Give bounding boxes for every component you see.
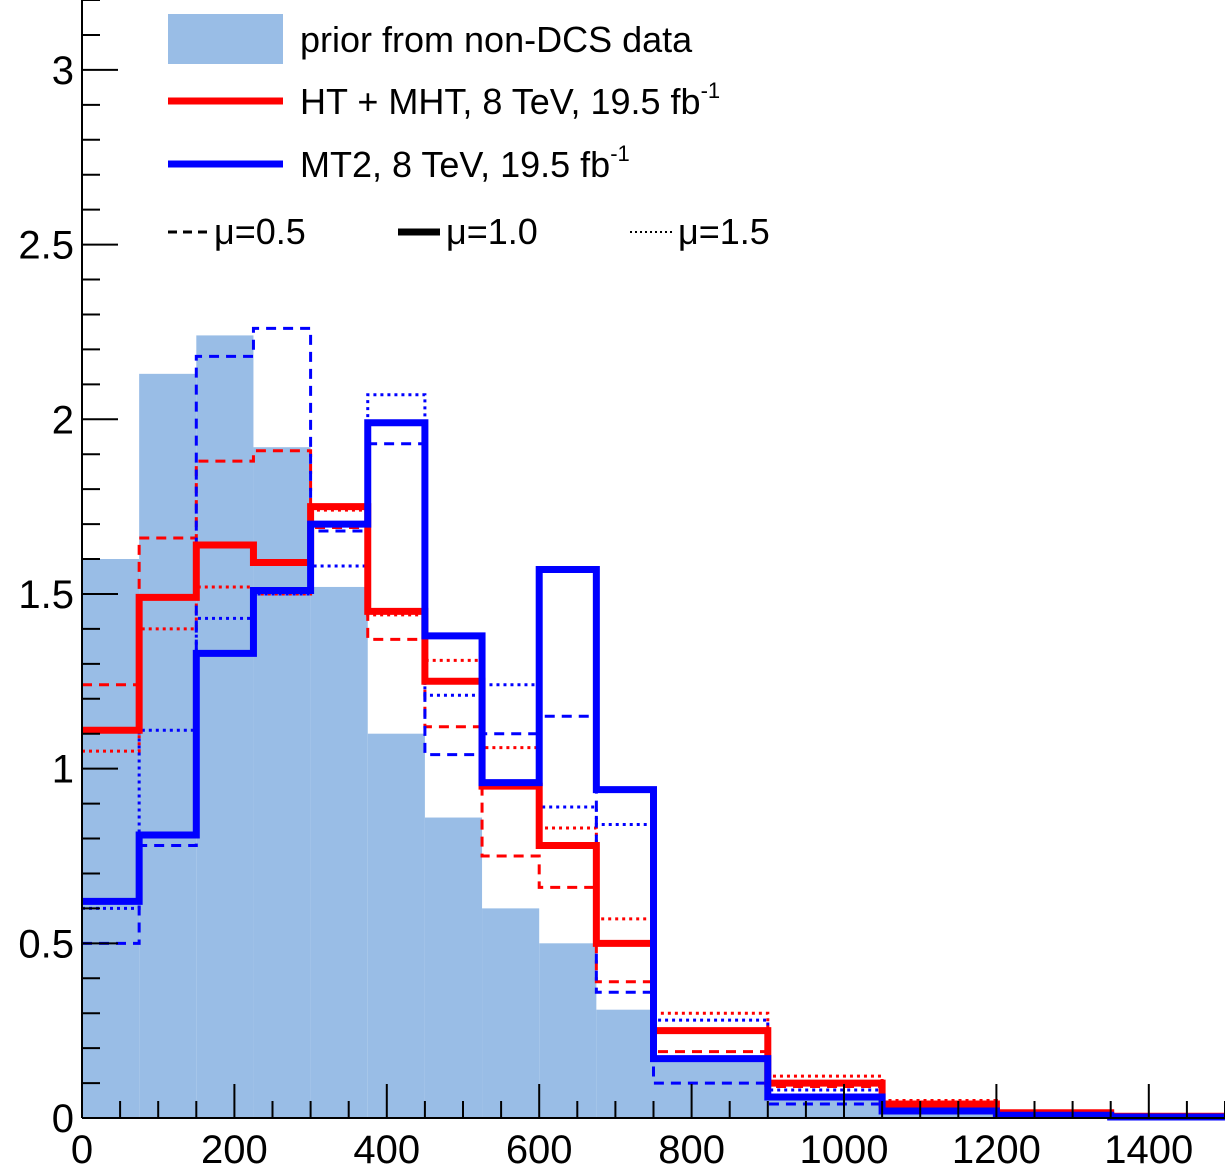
y-tick-label: 2 (52, 398, 74, 442)
prior-bar-1 (139, 373, 197, 1118)
x-tick-label: 1200 (952, 1128, 1041, 1171)
legend-label-red-sup: -1 (701, 78, 721, 103)
prior-bar-2 (196, 335, 254, 1118)
y-tick-label: 1 (52, 748, 74, 792)
x-tick-label: 0 (71, 1128, 93, 1171)
x-tick-label: 1400 (1104, 1128, 1193, 1171)
prior-bar-7 (482, 908, 540, 1118)
prior-bar-8 (539, 943, 597, 1118)
legend-label-red: HT + MHT, 8 TeV, 19.5 fb-1 (300, 78, 720, 122)
series-line-blue-mu-1-5 (82, 393, 1225, 1119)
legend: prior from non-DCS data HT + MHT, 8 TeV,… (168, 14, 770, 252)
legend-label-blue-sup: -1 (610, 141, 630, 166)
legend-label-mu-solid: μ=1.0 (446, 211, 538, 252)
plot-area (82, 326, 1225, 1121)
prior-bar-6 (424, 817, 483, 1118)
legend-label-mu-dotted: μ=1.5 (678, 211, 770, 252)
prior-bar-3 (253, 447, 311, 1118)
prior-bar-11 (767, 1097, 883, 1118)
axes: 0 200 400 600 800 1000 1200 1400 0 0.5 1 1.5 2 2.5 3 (18, 0, 1225, 1171)
x-tick-label: 1000 (800, 1128, 889, 1171)
prior-bar-5 (367, 733, 425, 1118)
x-tick-label: 200 (201, 1128, 268, 1171)
y-tick-label: 3 (52, 49, 74, 93)
legend-label-prior: prior from non-DCS data (300, 19, 693, 60)
series-line-blue-mu-1-0 (82, 419, 1225, 1121)
legend-label-red-text: HT + MHT, 8 TeV, 19.5 fb (300, 81, 701, 122)
prior-bar-9 (596, 1009, 654, 1118)
legend-label-blue-text: MT2, 8 TeV, 19.5 fb (300, 144, 610, 185)
x-tick-label: 600 (506, 1128, 573, 1171)
y-tick-label: 0 (52, 1097, 74, 1141)
x-tick-label: 400 (353, 1128, 420, 1171)
prior-bar-10 (653, 1058, 768, 1118)
legend-swatch-prior (168, 14, 283, 64)
x-tick-label: 800 (658, 1128, 725, 1171)
y-tick-label: 1.5 (18, 573, 74, 617)
legend-label-blue: MT2, 8 TeV, 19.5 fb-1 (300, 141, 630, 185)
y-tick-label: 2.5 (18, 224, 74, 268)
prior-bar-4 (310, 586, 368, 1118)
legend-label-mu-dashed: μ=0.5 (214, 211, 306, 252)
y-tick-label: 0.5 (18, 922, 74, 966)
